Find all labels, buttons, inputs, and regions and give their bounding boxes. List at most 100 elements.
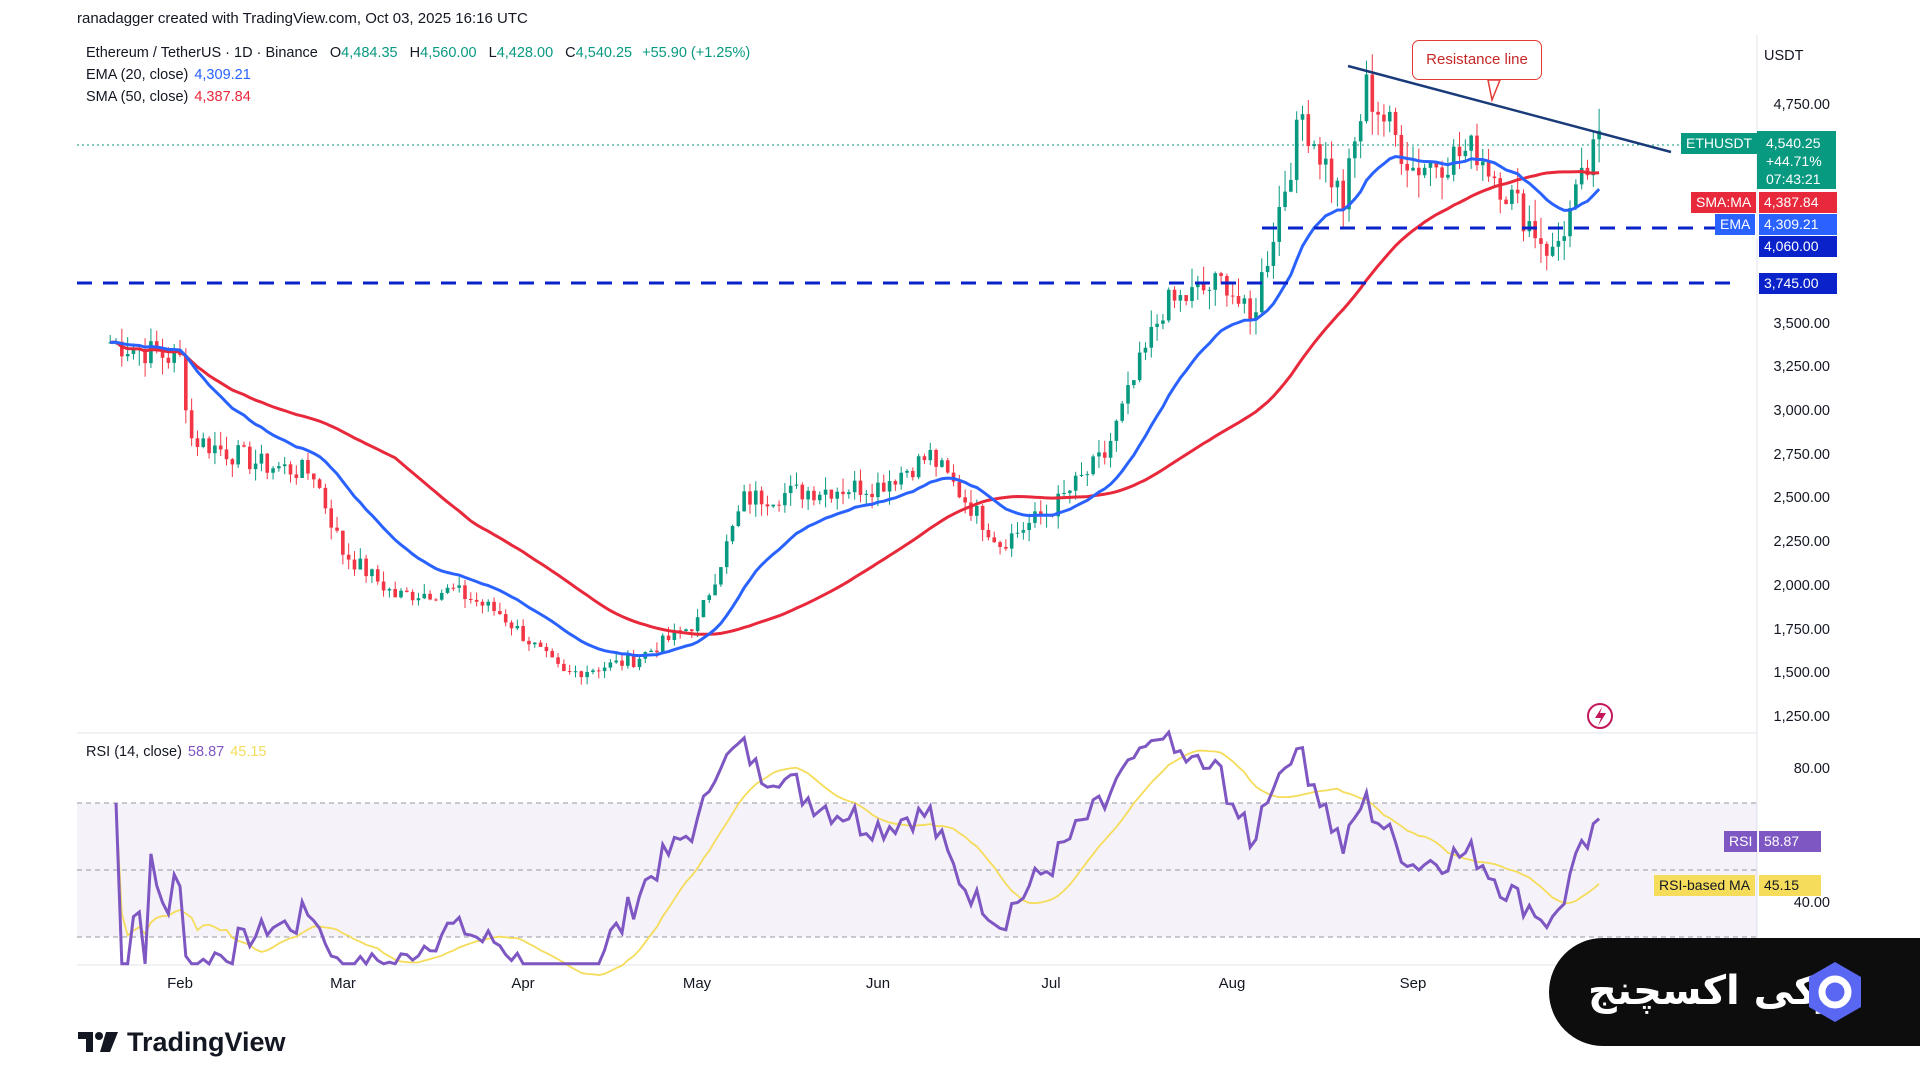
candle-body	[544, 646, 549, 652]
candle-body	[637, 658, 642, 668]
sma-legend-label: SMA (50, close)	[86, 89, 189, 105]
x-tick-label: May	[682, 975, 712, 992]
symbol-title: Ethereum / TetherUS · 1D · Binance	[86, 45, 318, 61]
candle-body	[812, 490, 816, 501]
candle-body	[1469, 135, 1473, 151]
candle-body	[655, 650, 659, 653]
candle-body	[492, 601, 496, 612]
candle-body	[1132, 380, 1136, 386]
candle-body	[1143, 347, 1148, 353]
candle-body	[759, 490, 764, 505]
candle-body	[439, 592, 444, 600]
candle-body	[352, 559, 357, 570]
candle-body	[1434, 162, 1439, 168]
sma-legend[interactable]: SMA (50, close) 4,387.84	[86, 89, 251, 105]
candle-body	[1294, 119, 1299, 180]
candle-body	[271, 468, 275, 473]
candle-body	[1527, 221, 1532, 232]
candle-body	[1451, 146, 1456, 175]
candle-body	[748, 491, 752, 505]
symbol-legend: Ethereum / TetherUS · 1D · Binance O4,48…	[86, 45, 750, 61]
rsi-legend[interactable]: RSI (14, close) 58.87 45.15	[86, 744, 267, 760]
candle-body	[1568, 208, 1572, 237]
candle-body	[1347, 158, 1351, 210]
candle-body	[143, 349, 147, 364]
candle-body	[753, 490, 758, 505]
candle-body	[1126, 385, 1130, 404]
candle-body	[713, 584, 717, 596]
candle-body	[434, 599, 438, 601]
currency-label[interactable]: USDT	[1764, 48, 1804, 64]
candle-body	[771, 504, 776, 507]
candle-body	[1161, 320, 1165, 324]
ema-legend[interactable]: EMA (20, close) 4,309.21	[86, 67, 251, 83]
sma-line	[110, 169, 1600, 636]
last-price-tag-bg	[1757, 131, 1836, 189]
open-value: 4,484.35	[341, 45, 398, 61]
candle-body	[1108, 440, 1113, 458]
candle-body	[719, 567, 723, 585]
candle-body	[596, 670, 601, 672]
candle-body	[1271, 241, 1276, 266]
candle-body	[1114, 420, 1119, 441]
candle-body	[195, 438, 200, 447]
candle-body	[998, 542, 1002, 547]
candle-body	[1004, 546, 1008, 549]
candle-body	[294, 474, 299, 478]
tradingview-logo-text: TradingView	[127, 1027, 286, 1057]
candle-body	[1015, 532, 1020, 534]
lightning-icon	[1587, 703, 1613, 729]
candle-body	[974, 505, 979, 516]
candle-body	[364, 558, 368, 577]
candle-body	[1393, 111, 1398, 135]
candle-body	[1370, 74, 1375, 112]
rsi-legend-value: 58.87	[187, 744, 225, 760]
rsi-tick-label: 80.00	[1793, 761, 1830, 777]
candle-body	[218, 445, 223, 450]
candle-body	[881, 482, 886, 492]
candle-body	[1254, 312, 1258, 320]
candle-body	[1591, 139, 1596, 176]
candle-body	[346, 554, 351, 560]
candle-body	[1038, 511, 1043, 516]
candle-body	[864, 493, 869, 495]
level-3745-tag: 3,745.00	[1759, 273, 1837, 294]
candle-body	[1027, 522, 1031, 531]
candle-body	[1364, 74, 1369, 122]
candle-body	[608, 662, 613, 668]
candle-body	[463, 585, 467, 600]
candle-body	[660, 635, 665, 653]
y-tick-label: 3,000.00	[1773, 403, 1830, 419]
candle-body	[684, 629, 688, 631]
candle-body	[1097, 452, 1101, 457]
candle-body	[1248, 298, 1252, 320]
y-tick-label: 2,250.00	[1773, 534, 1830, 550]
candle-body	[253, 463, 258, 470]
candle-body	[532, 642, 537, 645]
candle-body	[1289, 179, 1293, 192]
candle-body	[550, 651, 555, 658]
candle-body	[236, 445, 240, 465]
candle-body	[620, 660, 624, 666]
candle-body	[515, 626, 520, 629]
candle-body	[1405, 163, 1409, 171]
candle-body	[614, 660, 619, 663]
candle-body	[1446, 174, 1450, 178]
percent-change-tag: +44.71%	[1766, 153, 1822, 169]
level-4060-tag: 4,060.00	[1759, 236, 1837, 257]
ema-axis-tag: EMA	[1715, 214, 1756, 235]
candle-body	[585, 671, 589, 678]
candle-body	[1009, 533, 1014, 549]
y-tick-label: 3,250.00	[1773, 359, 1830, 375]
sma-axis-value: 4,387.84	[1759, 192, 1837, 213]
candle-body	[469, 599, 473, 601]
candle-body	[282, 464, 287, 467]
candle-body	[1475, 135, 1479, 166]
candle-body	[486, 601, 491, 606]
candle-body	[916, 456, 921, 478]
candle-body	[1579, 167, 1584, 185]
bar-countdown: 07:43:21	[1766, 171, 1821, 187]
candle-body	[1201, 283, 1206, 291]
candle-body	[1457, 146, 1462, 157]
